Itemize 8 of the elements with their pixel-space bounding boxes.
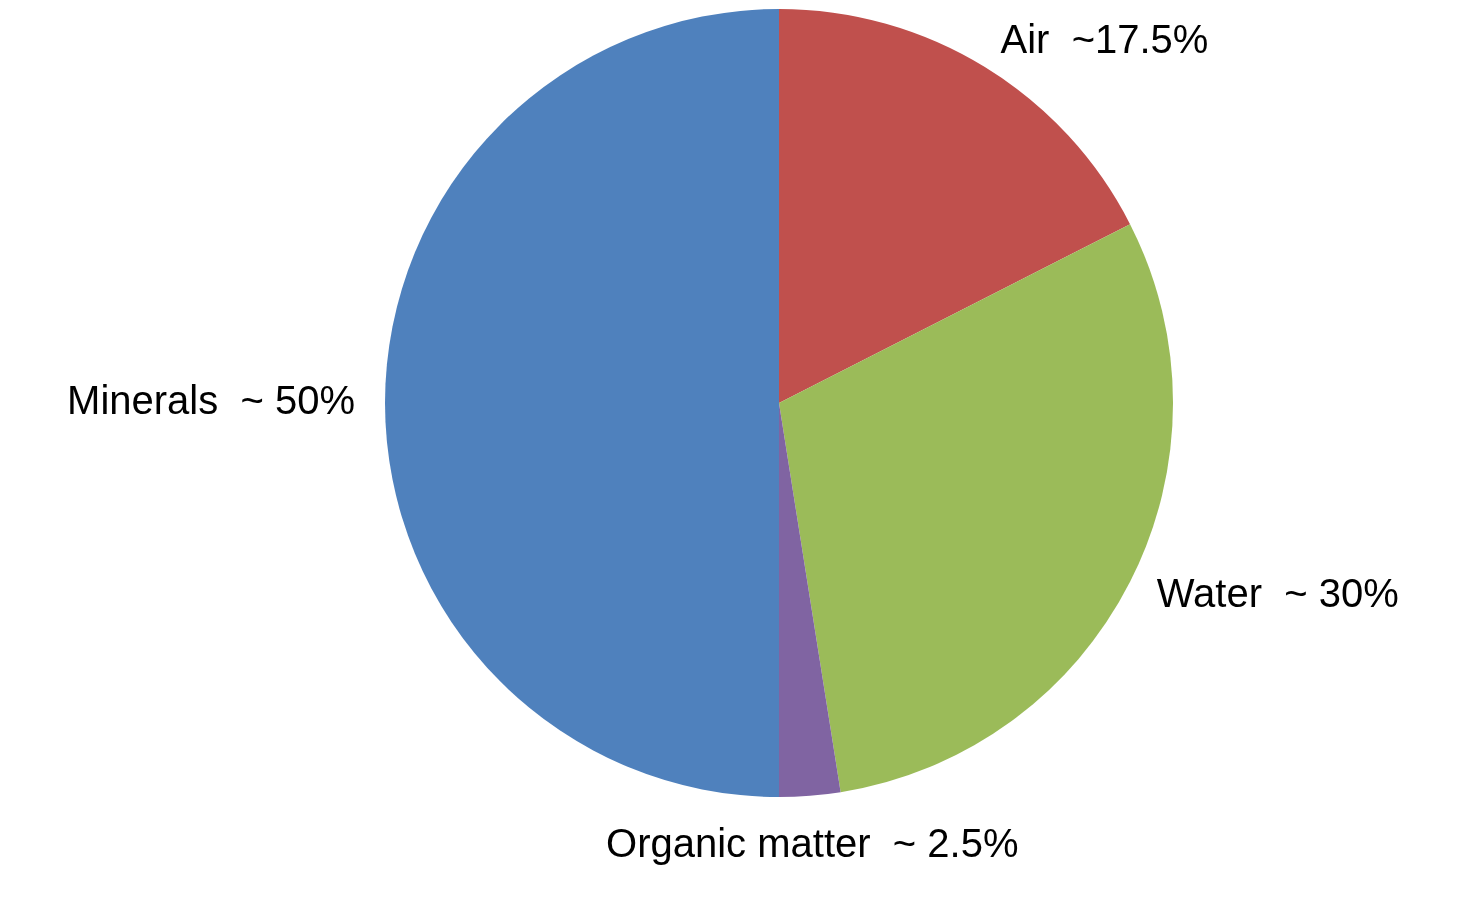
data-label: ~ 30%: [1284, 570, 1399, 615]
data-label: ~ 2.5%: [892, 820, 1019, 865]
data-label: ~17.5%: [1071, 16, 1209, 61]
slice-label: Water: [1156, 570, 1262, 615]
slice-label: Minerals: [67, 378, 219, 423]
slice-label: Air: [1000, 16, 1050, 61]
slice-label: Organic matter: [606, 820, 871, 865]
data-label: ~ 50%: [240, 378, 355, 423]
